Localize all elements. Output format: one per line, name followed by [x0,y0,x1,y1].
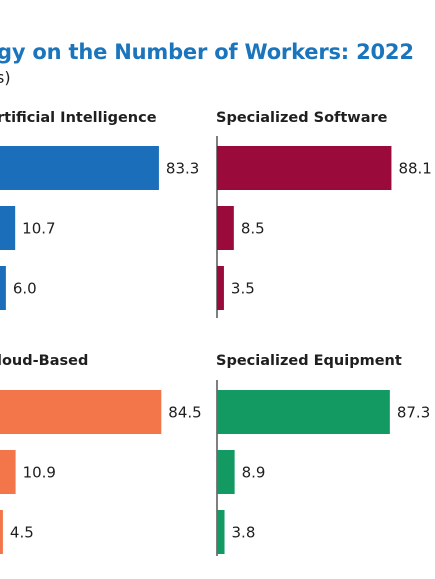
cloud-bar-2 [0,450,16,494]
equipment-value-label-1: 87.3 [397,404,430,422]
equipment-bar-1 [217,390,390,434]
ai-value-label-2: 10.7 [22,220,55,238]
ai-value-label-3: 6.0 [13,280,37,298]
software-value-label-3: 3.5 [231,280,255,298]
cloud-bar-3 [0,510,3,554]
panel-title-software: Specialized Software [216,110,388,126]
software-value-label-1: 88.1 [398,160,431,178]
cloud-value-label-1: 84.5 [168,404,201,422]
panel-title-ai: rtificial Intelligence [0,110,157,126]
cloud-value-label-3: 4.5 [10,524,34,542]
ai-bar-2 [0,206,16,250]
software-value-label-2: 8.5 [241,220,265,238]
cloud-bar-1 [0,390,162,434]
software-bar-2 [217,206,234,250]
ai-value-label-1: 83.3 [166,160,199,178]
equipment-bar-3 [217,510,225,554]
cloud-value-label-2: 10.9 [23,464,56,482]
chart-title: gy on the Number of Workers: 2022 [0,40,414,64]
panel-title-equipment: Specialized Equipment [216,353,402,369]
equipment-value-label-3: 3.8 [232,524,256,542]
panel-title-cloud: loud-Based [0,353,89,369]
ai-bar-3 [0,266,6,310]
chart-subtitle: s) [0,68,11,87]
software-bar-1 [217,146,392,190]
equipment-bar-2 [217,450,235,494]
ai-bar-1 [0,146,159,190]
software-bar-3 [217,266,224,310]
equipment-value-label-2: 8.9 [242,464,266,482]
